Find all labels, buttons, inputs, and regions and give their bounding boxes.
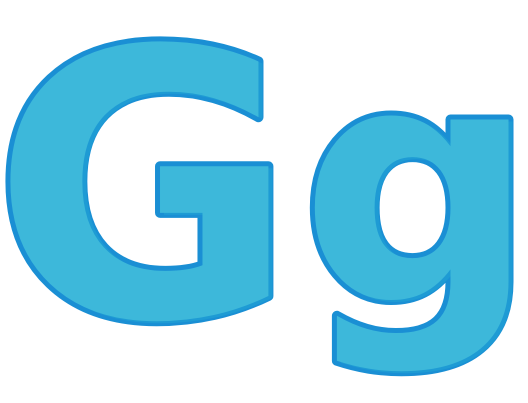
uppercase-g-fill: G (0, 0, 296, 403)
lowercase-g-shadow: g (304, 0, 528, 380)
lowercase-g-outline: g (300, 0, 528, 378)
lowercase-g-fill: g (300, 0, 528, 378)
uppercase-g: G G G (0, 0, 301, 403)
uppercase-g-shadow: G (0, 0, 300, 403)
lowercase-g: g g g (295, 0, 528, 383)
uppercase-g-outline: G (0, 0, 301, 403)
